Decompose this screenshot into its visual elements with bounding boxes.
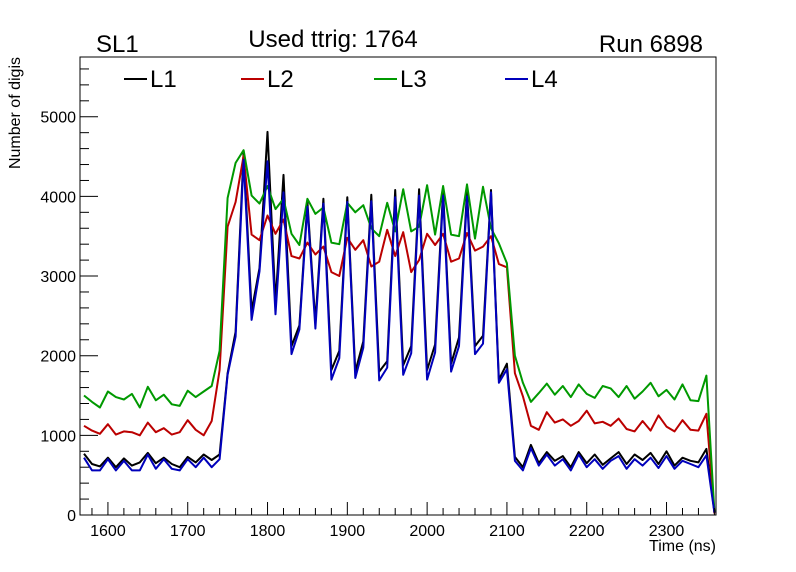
series-line-l2 xyxy=(83,154,716,514)
legend-entry-l3: L3 xyxy=(374,66,427,93)
y-tick-label: 3000 xyxy=(40,269,76,286)
y-tick-label: 0 xyxy=(67,508,76,525)
x-tick-label: 1600 xyxy=(90,523,126,540)
series-line-l4 xyxy=(83,158,716,513)
legend-label: L2 xyxy=(267,66,294,93)
legend-label: L3 xyxy=(400,66,427,93)
x-tick-label: 1900 xyxy=(330,523,366,540)
x-tick-label: 2300 xyxy=(649,523,685,540)
x-tick-label: 2200 xyxy=(569,523,605,540)
x-tick-label: 1700 xyxy=(170,523,206,540)
legend-entry-l1: L1 xyxy=(124,66,177,93)
title-left: SL1 xyxy=(96,31,139,58)
ticks-layer: 1600 1700 1800 1900 2000 2100 2200 2300 0 1000 200… xyxy=(40,68,715,540)
legend-label: L4 xyxy=(531,66,558,93)
x-tick-label: 2000 xyxy=(409,523,445,540)
x-tick-label: 1800 xyxy=(250,523,286,540)
series-layer xyxy=(83,130,716,514)
y-tick-label: 2000 xyxy=(40,349,76,366)
legend: L1 L2 L3 L4 xyxy=(124,66,558,93)
legend-entry-l4: L4 xyxy=(505,66,558,93)
y-axis-title: Number of digis xyxy=(7,57,24,169)
x-tick-label: 2100 xyxy=(489,523,525,540)
series-line-l3 xyxy=(83,149,716,512)
legend-label: L1 xyxy=(150,66,177,93)
x-axis-title: Time (ns) xyxy=(649,538,716,555)
plot-frame xyxy=(79,56,717,516)
legend-entry-l2: L2 xyxy=(241,66,294,93)
y-tick-label: 5000 xyxy=(40,110,76,127)
y-tick-label: 4000 xyxy=(40,189,76,206)
title-center: Used ttrig: 1764 xyxy=(248,26,417,53)
title-right: Run 6898 xyxy=(599,31,703,58)
y-tick-label: 1000 xyxy=(40,428,76,445)
